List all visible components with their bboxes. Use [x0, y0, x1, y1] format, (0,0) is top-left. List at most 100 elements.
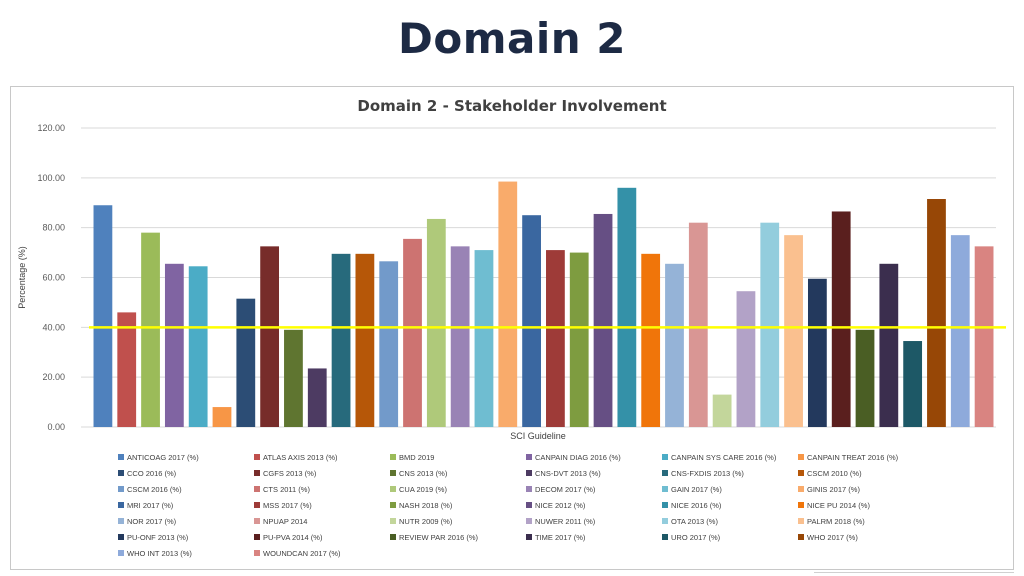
- y-tick-label: 120.00: [37, 123, 65, 133]
- legend-swatch: [254, 550, 260, 556]
- bar: [474, 250, 494, 427]
- legend-label: CTS 2011 (%): [263, 485, 310, 494]
- legend-label: WHO 2017 (%): [807, 533, 858, 542]
- bar: [117, 312, 137, 427]
- legend-swatch: [662, 518, 668, 524]
- legend-label: NASH 2018 (%): [399, 501, 453, 510]
- legend-swatch: [798, 502, 804, 508]
- legend-swatch: [390, 486, 396, 492]
- legend-swatch: [526, 486, 532, 492]
- bar-chart: 0.00 20.00 40.00 60.00 80.00 100.00 120.00 SCI …: [17, 123, 1006, 558]
- bar: [784, 235, 803, 427]
- y-tick-label: 100.00: [37, 173, 65, 183]
- legend-swatch: [254, 502, 260, 508]
- legend-swatch: [254, 454, 260, 460]
- legend-label: PU-ONF 2013 (%): [127, 533, 189, 542]
- y-tick-label: 40.00: [42, 322, 65, 332]
- bar: [950, 235, 970, 427]
- legend-label: TIME 2017 (%): [535, 533, 586, 542]
- legend-label: GAIN 2017 (%): [671, 485, 722, 494]
- legend-label: CSCM 2010 (%): [807, 469, 862, 478]
- y-tick-label: 20.00: [42, 372, 65, 382]
- slide-title: Domain 2: [398, 14, 626, 63]
- bar: [736, 291, 756, 427]
- bar: [546, 250, 565, 427]
- legend-label: MRI 2017 (%): [127, 501, 174, 510]
- legend-label: WOUNDCAN 2017 (%): [263, 549, 341, 558]
- legend-label: WHO INT 2013 (%): [127, 549, 192, 558]
- legend-swatch: [390, 502, 396, 508]
- legend-swatch: [798, 470, 804, 476]
- legend-label: MSS 2017 (%): [263, 501, 312, 510]
- y-axis-label: Percentage (%): [17, 246, 27, 309]
- bar: [164, 263, 184, 427]
- bar: [212, 407, 232, 427]
- legend-swatch: [526, 454, 532, 460]
- legend-label: CUA 2019 (%): [399, 485, 447, 494]
- legend-label: NICE 2016 (%): [671, 501, 722, 510]
- legend-label: ANTICOAG 2017 (%): [127, 453, 199, 462]
- legend-swatch: [526, 518, 532, 524]
- legend-label: CGFS 2013 (%): [263, 469, 317, 478]
- legend-label: CANPAIN DIAG 2016 (%): [535, 453, 621, 462]
- bar: [974, 246, 994, 427]
- legend-swatch: [662, 470, 668, 476]
- legend-swatch: [118, 534, 124, 540]
- bar: [831, 211, 851, 427]
- legend-swatch: [254, 518, 260, 524]
- bar: [593, 213, 613, 427]
- legend-swatch: [798, 486, 804, 492]
- legend-swatch: [390, 454, 396, 460]
- bar: [355, 253, 375, 427]
- legend-label: CNS-FXDIS 2013 (%): [671, 469, 744, 478]
- legend-swatch: [662, 502, 668, 508]
- legend-label: PU-PVA 2014 (%): [263, 533, 323, 542]
- bar: [188, 266, 208, 427]
- legend-label: NPUAP 2014: [263, 517, 307, 526]
- legend-swatch: [526, 534, 532, 540]
- bar: [379, 261, 399, 427]
- bar: [665, 263, 684, 427]
- bar: [641, 253, 661, 427]
- legend-swatch: [118, 518, 124, 524]
- bar: [927, 199, 946, 427]
- legend-label: NOR 2017 (%): [127, 517, 177, 526]
- legend-label: GINIS 2017 (%): [807, 485, 860, 494]
- legend-swatch: [390, 518, 396, 524]
- bar: [498, 181, 518, 427]
- legend-swatch: [118, 486, 124, 492]
- bar: [569, 252, 589, 427]
- x-axis-label: SCI Guideline: [510, 431, 566, 441]
- legend-swatch: [254, 534, 260, 540]
- legend-swatch: [662, 534, 668, 540]
- bar: [807, 278, 827, 427]
- y-tick-label: 80.00: [42, 223, 65, 233]
- bar: [688, 222, 708, 427]
- legend-label: CNS 2013 (%): [399, 469, 448, 478]
- legend-label: CANPAIN TREAT 2016 (%): [807, 453, 899, 462]
- bar: [331, 253, 351, 427]
- legend-swatch: [118, 470, 124, 476]
- bar: [879, 263, 899, 427]
- legend-label: ATLAS AXIS 2013 (%): [263, 453, 338, 462]
- legend-label: PALRM 2018 (%): [807, 517, 865, 526]
- bar: [93, 205, 113, 427]
- bar: [903, 341, 923, 427]
- legend-label: NICE PU 2014 (%): [807, 501, 870, 510]
- legend-swatch: [798, 518, 804, 524]
- bar: [260, 246, 280, 427]
- bar: [236, 298, 256, 427]
- bar: [284, 329, 303, 427]
- bar: [403, 238, 422, 427]
- legend-label: NICE 2012 (%): [535, 501, 586, 510]
- y-tick-label: 60.00: [42, 273, 65, 283]
- legend-swatch: [390, 470, 396, 476]
- legend-swatch: [798, 534, 804, 540]
- y-tick-label: 0.00: [47, 422, 65, 432]
- legend-label: CANPAIN SYS CARE 2016 (%): [671, 453, 777, 462]
- legend-swatch: [798, 454, 804, 460]
- legend-label: NUTR 2009 (%): [399, 517, 453, 526]
- legend-swatch: [118, 454, 124, 460]
- legend-label: URO 2017 (%): [671, 533, 721, 542]
- legend-label: CCO 2016 (%): [127, 469, 177, 478]
